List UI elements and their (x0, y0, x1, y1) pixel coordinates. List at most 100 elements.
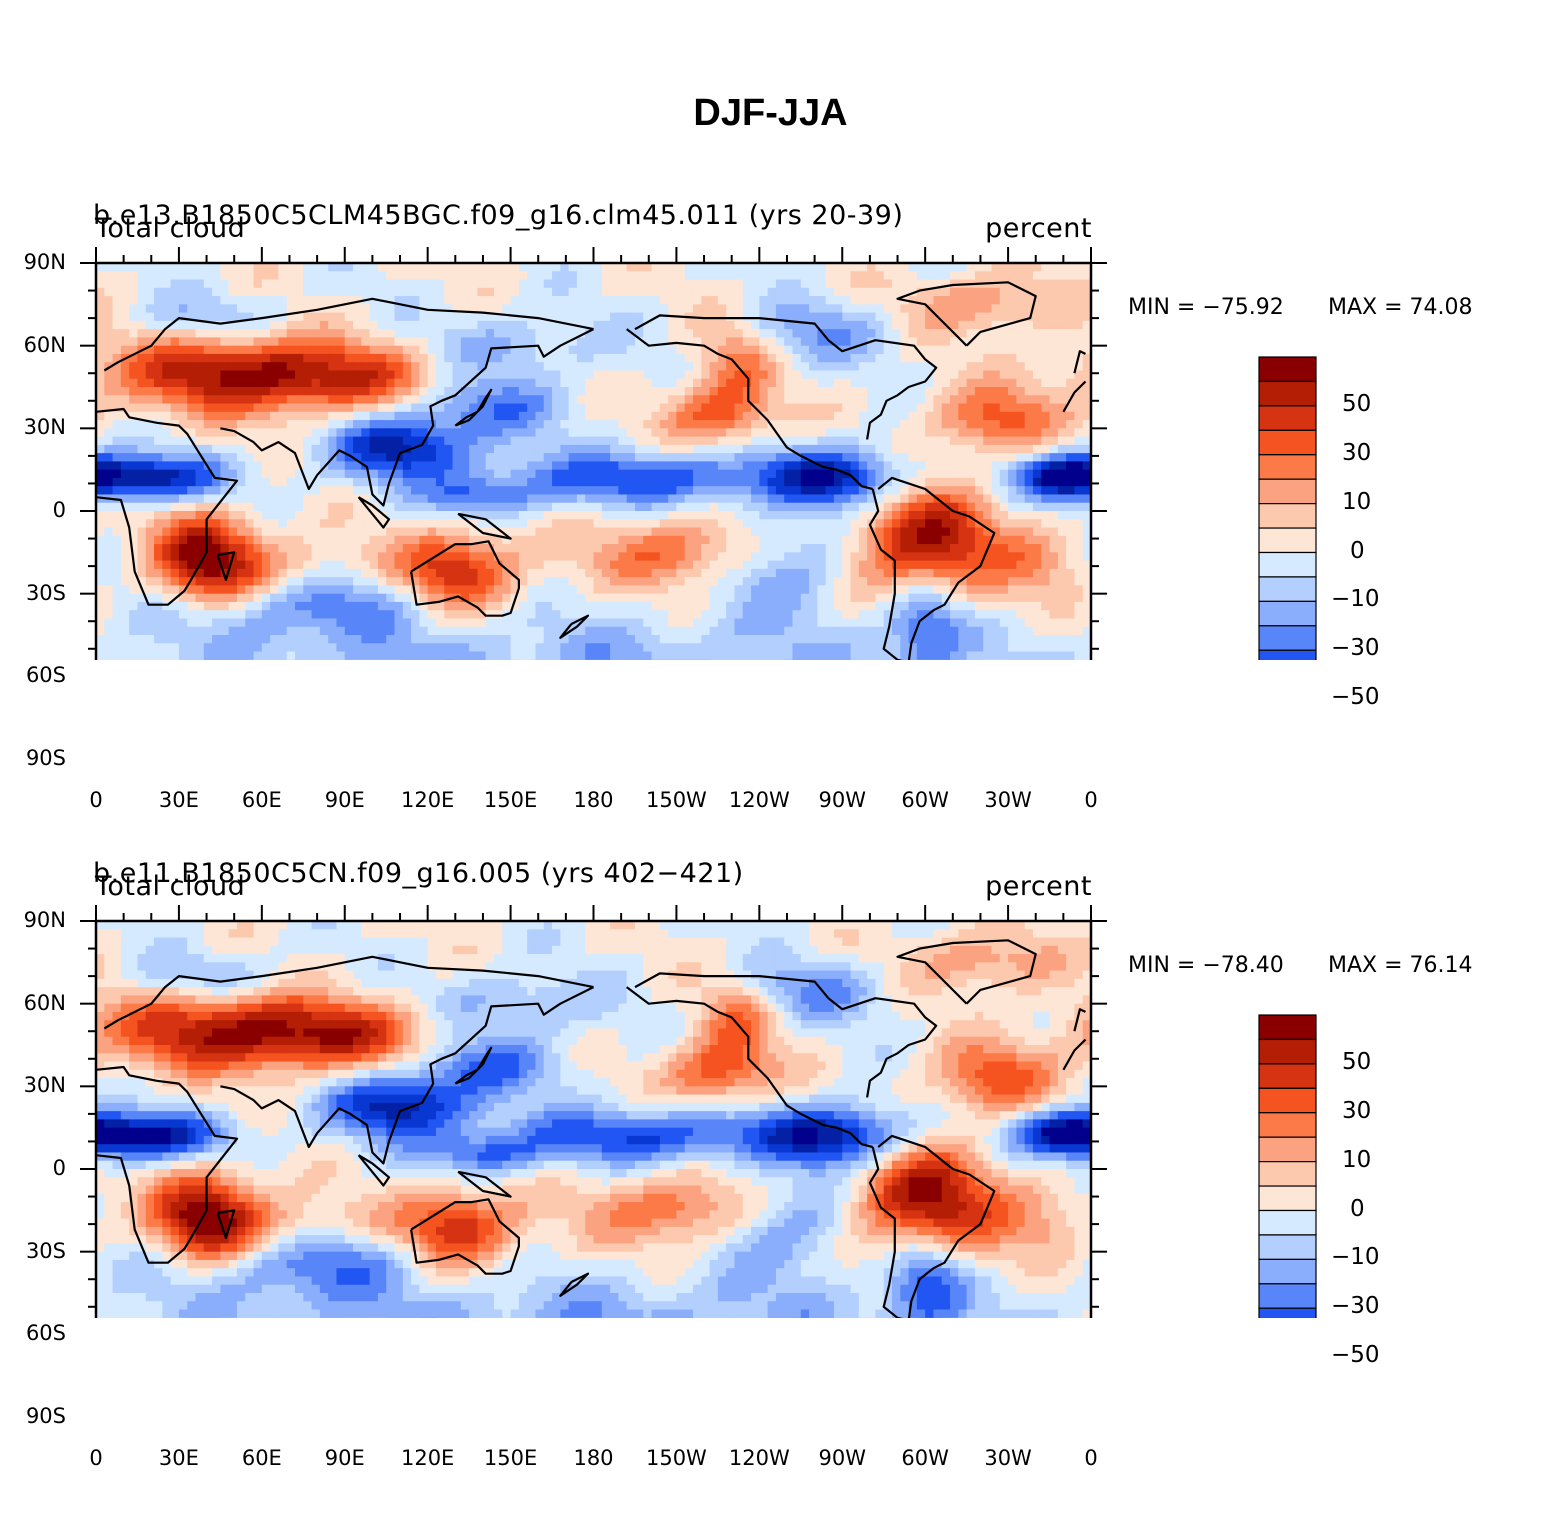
lat-tick-label: 30N (23, 415, 66, 440)
colorbar-swatch (1258, 1185, 1317, 1212)
coastline (868, 1134, 996, 1318)
lat-tick-label: 30N (23, 1073, 66, 1098)
lon-tick-label: 90W (818, 788, 867, 812)
coastline (634, 972, 938, 1098)
min-label: MIN = −78.40 (1128, 953, 1284, 978)
colorbar (1258, 356, 1317, 660)
colorbar-swatch (1258, 576, 1317, 602)
case-label: b.e13.B1850C5CLM45BGC.f09_g16.clm45.011 … (93, 200, 904, 231)
colorbar-swatch (1258, 1014, 1317, 1041)
colorbar-swatch (1258, 1038, 1317, 1065)
colorbar-tick-label: 50 (1342, 390, 1372, 417)
min-label: MIN = −75.92 (1128, 295, 1284, 320)
lon-tick-label: 150W (645, 1446, 707, 1470)
map-svg (80, 247, 1317, 660)
coastline (357, 1154, 391, 1187)
colorbar-swatch (1258, 503, 1317, 529)
colorbar-swatch (1258, 1112, 1317, 1138)
lon-tick-label: 90E (324, 1446, 365, 1470)
coastlines (96, 939, 1087, 1318)
map-panel-1: b.e13.B1850C5CLM45BGC.f09_g16.clm45.011 … (0, 0, 1541, 812)
lon-tick-label: 90E (324, 788, 365, 812)
coastline (896, 939, 1037, 1005)
coastline (216, 551, 236, 581)
units-label: percent (985, 213, 1092, 244)
coastline (896, 281, 1037, 347)
lon-tick-label: 60W (901, 788, 949, 812)
colorbar-tick-label: 10 (1342, 488, 1372, 515)
lon-tick-label: 120E (400, 788, 455, 812)
colorbar-tick-label: 0 (1350, 537, 1365, 564)
colorbar (1258, 1014, 1317, 1318)
lat-tick-label: 60S (25, 1321, 66, 1346)
colorbar-swatch (1258, 1136, 1317, 1163)
colorbar-swatch (1258, 356, 1317, 383)
axis-ticks (80, 247, 1107, 650)
lon-tick-label: 60E (241, 788, 282, 812)
colorbar-swatch (1258, 1161, 1317, 1187)
coastline (634, 314, 938, 440)
figure-title: DJF-JJA (693, 92, 848, 134)
lat-tick-label: 90N (23, 908, 66, 932)
colorbar-swatch (1258, 429, 1317, 456)
lon-tick-label: 120W (728, 1446, 790, 1470)
colorbar-swatch (1258, 527, 1317, 554)
lat-tick-label: 60N (23, 332, 66, 357)
coastline (410, 1198, 520, 1275)
coastline (454, 1046, 493, 1085)
case-label: b.e11.B1850C5CN.f09_g16.005 (yrs 402−421… (93, 858, 744, 889)
lon-tick-label: 0 (1084, 1446, 1098, 1470)
colorbar-tick-label: −50 (1331, 684, 1380, 711)
coastlines (96, 281, 1087, 660)
coastline (216, 1209, 236, 1239)
lon-tick-label: 30E (158, 1446, 199, 1470)
coastline (626, 328, 873, 491)
colorbar-swatch (1258, 478, 1317, 505)
lon-tick-label: 90W (818, 1446, 867, 1470)
lat-tick-label: 0 (52, 498, 66, 522)
lon-tick-label: 30W (984, 788, 1032, 812)
colorbar-tick-label: 30 (1342, 439, 1372, 466)
coastline (96, 407, 239, 606)
cloud-difference-field (96, 263, 1091, 660)
lon-tick-label: 180 (573, 788, 614, 812)
coastline (559, 1272, 590, 1297)
colorbar-swatch (1258, 600, 1317, 627)
lat-tick-label: 30S (25, 1238, 66, 1263)
coastline (410, 540, 520, 617)
coastline (457, 1170, 512, 1198)
coastline (96, 1065, 239, 1264)
colorbar-tick-label: −30 (1331, 1293, 1380, 1320)
colorbar-swatch (1258, 1063, 1317, 1089)
coastline (357, 496, 391, 529)
colorbar-tick-label: 0 (1350, 1195, 1365, 1222)
lat-tick-label: 60S (25, 663, 66, 688)
colorbar-tick-label: −10 (1331, 1244, 1380, 1271)
lon-tick-label: 30E (158, 788, 199, 812)
lat-tick-label: 90N (23, 250, 66, 274)
units-label: percent (985, 871, 1092, 902)
lon-tick-label: 0 (89, 1446, 103, 1470)
coastline (1073, 1008, 1086, 1032)
coastline (626, 986, 873, 1149)
colorbar-swatch (1258, 1307, 1317, 1318)
lat-tick-label: 60N (23, 990, 66, 1015)
colorbar-swatch (1258, 1234, 1317, 1260)
lon-tick-label: 60E (241, 1446, 282, 1470)
colorbar-tick-label: 30 (1342, 1097, 1372, 1124)
colorbar-tick-label: −30 (1331, 635, 1380, 662)
colorbar-swatch (1258, 1209, 1317, 1236)
lon-tick-label: 60W (901, 1446, 949, 1470)
coastline (457, 512, 512, 540)
colorbar-swatch (1258, 1258, 1317, 1285)
variable-label: Total cloud (95, 213, 246, 244)
colorbar-tick-label: 10 (1342, 1146, 1372, 1173)
max-label: MAX = 76.14 (1328, 953, 1473, 978)
lon-tick-label: 0 (1084, 788, 1098, 812)
colorbar-swatch (1258, 405, 1317, 431)
lon-tick-label: 150E (483, 788, 538, 812)
lon-tick-label: 120W (728, 788, 790, 812)
coastline (220, 328, 594, 507)
coastline (868, 476, 996, 660)
coastline (454, 388, 493, 427)
